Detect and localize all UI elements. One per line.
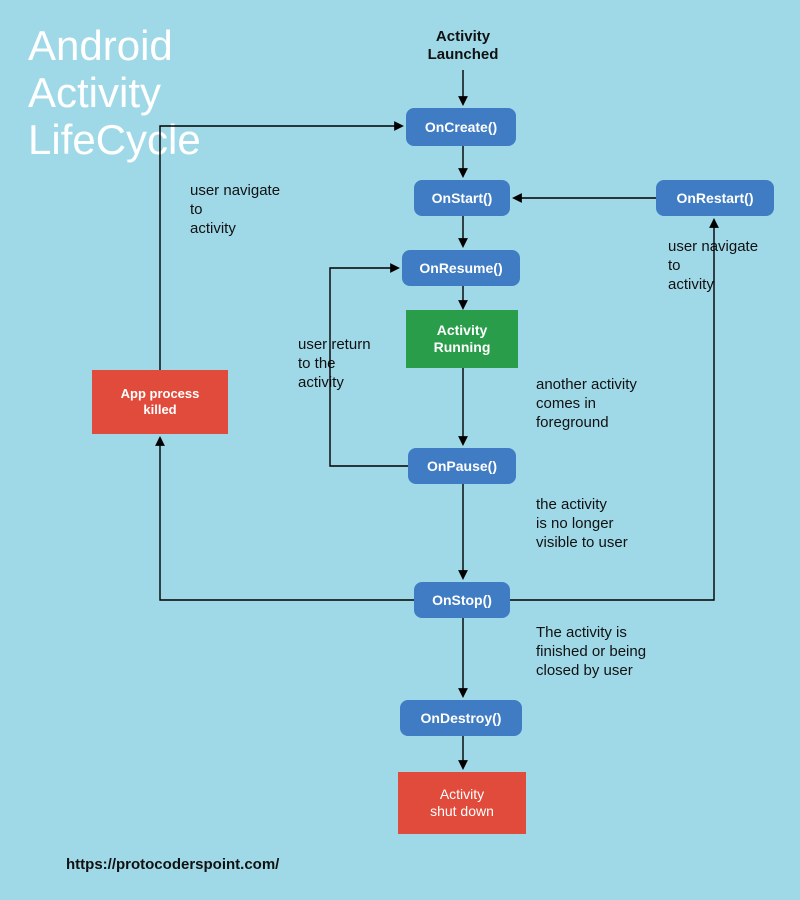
label-finished: The activity is finished or being closed…: [536, 624, 646, 680]
node-onresume: OnResume(): [402, 250, 520, 286]
node-app-process-killed: App process killed: [92, 370, 228, 434]
diagram-title: Android Activity LifeCycle: [28, 22, 201, 163]
label-not-visible: the activity is no longer visible to use…: [536, 496, 628, 552]
footer-url: https://protocoderspoint.com/: [66, 856, 279, 873]
node-activity-running: Activity Running: [406, 310, 518, 368]
node-ondestroy: OnDestroy(): [400, 700, 522, 736]
node-onstart: OnStart(): [414, 180, 510, 216]
node-onpause: OnPause(): [408, 448, 516, 484]
node-activity-launched: Activity Launched: [415, 26, 511, 66]
node-activity-shutdown: Activity shut down: [398, 772, 526, 834]
node-onrestart: OnRestart(): [656, 180, 774, 216]
node-onstop: OnStop(): [414, 582, 510, 618]
node-oncreate: OnCreate(): [406, 108, 516, 146]
label-foreground: another activity comes in foreground: [536, 376, 637, 432]
label-nav-left: user navigate to activity: [190, 182, 280, 238]
label-return: user return to the activity: [298, 336, 371, 392]
diagram-canvas: Android Activity LifeCycle user navigate…: [0, 0, 800, 900]
label-nav-right: user navigate to activity: [668, 238, 758, 294]
